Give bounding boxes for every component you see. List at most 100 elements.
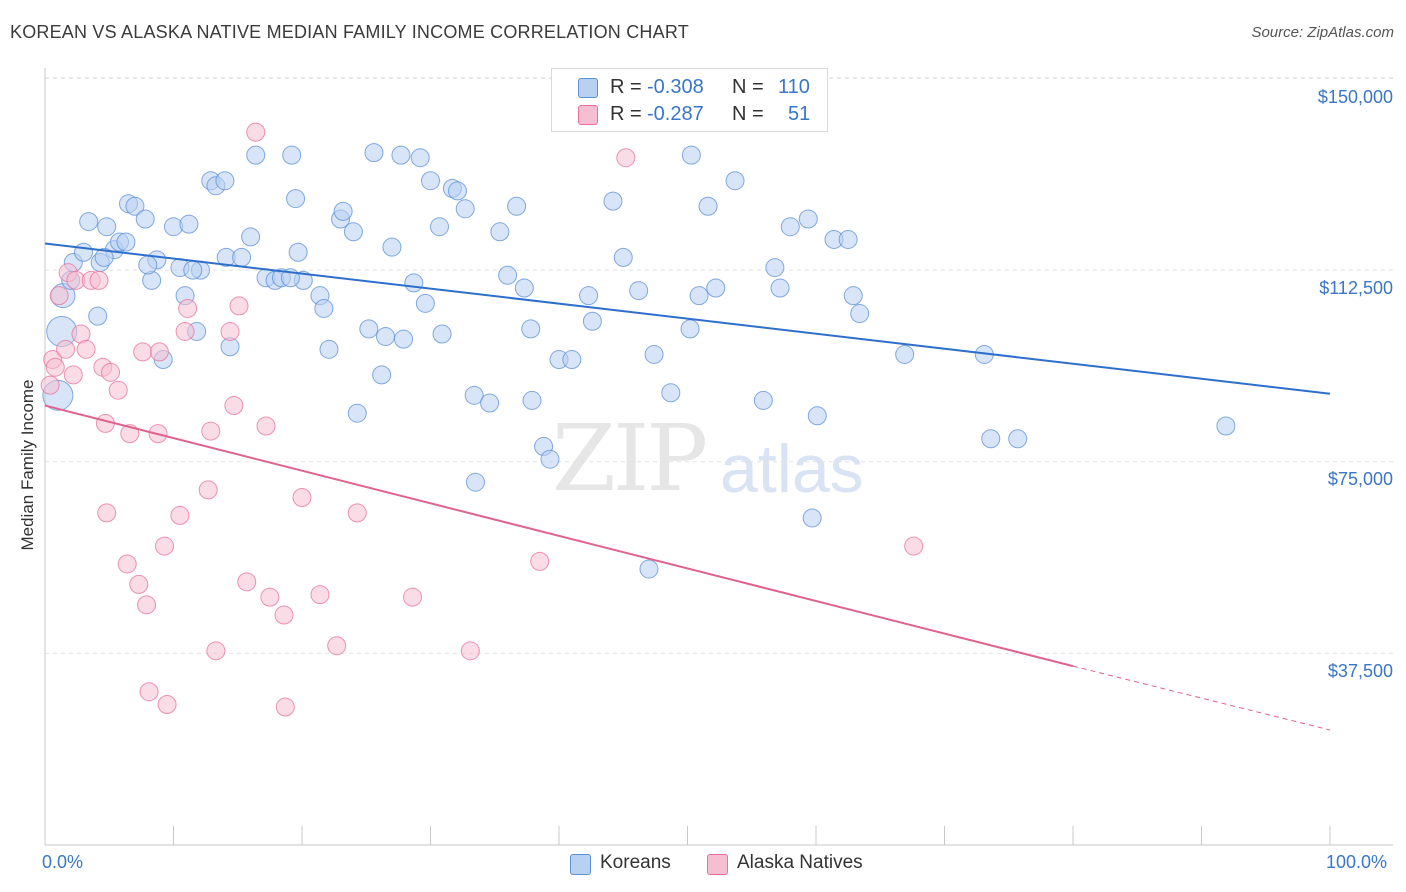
korean-point bbox=[88, 306, 108, 326]
korean-point bbox=[314, 298, 334, 318]
alaska-point bbox=[133, 342, 153, 362]
alaska-point bbox=[175, 321, 195, 341]
korean-point bbox=[415, 293, 435, 313]
korean-point bbox=[464, 385, 484, 405]
alaska-swatch bbox=[707, 854, 728, 875]
legend-row-alaska: R = -0.287 N = 51 bbox=[552, 101, 827, 127]
korean-point bbox=[780, 217, 800, 237]
alaska-point bbox=[201, 421, 221, 441]
r-value: -0.308 bbox=[647, 76, 704, 98]
korean-point bbox=[394, 329, 414, 349]
korean-point bbox=[286, 189, 306, 209]
korean-point bbox=[798, 209, 818, 229]
alaska-point bbox=[904, 536, 924, 556]
korean-point bbox=[689, 286, 709, 306]
korean-point bbox=[521, 319, 541, 339]
alaska-point bbox=[97, 503, 117, 523]
chart-title: KOREAN VS ALASKA NATIVE MEDIAN FAMILY IN… bbox=[10, 22, 689, 42]
korean-point bbox=[540, 449, 560, 469]
r-label: R = bbox=[610, 76, 642, 98]
alaska-point bbox=[327, 636, 347, 656]
x-tick-label: 0.0% bbox=[42, 852, 84, 872]
n-value: 51 bbox=[788, 103, 811, 125]
korean-point bbox=[753, 390, 773, 410]
korean-point bbox=[364, 143, 384, 163]
alaska-point bbox=[237, 572, 257, 592]
y-axis-label: Median Family Income bbox=[18, 379, 37, 551]
korean-point bbox=[465, 472, 485, 492]
korean-point bbox=[404, 273, 424, 293]
korean-point bbox=[179, 214, 199, 234]
alaska-point bbox=[275, 697, 295, 717]
alaska-point bbox=[260, 587, 280, 607]
korean-trendline bbox=[44, 242, 1331, 395]
korean-point bbox=[421, 171, 440, 191]
korean-point bbox=[498, 265, 518, 285]
alaska-point bbox=[206, 641, 226, 661]
korean-point bbox=[447, 181, 467, 201]
alaska-point bbox=[89, 270, 109, 290]
alaska-trendline bbox=[44, 404, 1074, 668]
korean-point bbox=[850, 304, 870, 324]
korean-point bbox=[680, 319, 700, 339]
korean-point bbox=[1008, 429, 1028, 449]
korean-point bbox=[391, 145, 411, 165]
alaska-swatch bbox=[578, 105, 598, 125]
korean-point bbox=[706, 278, 726, 298]
korean-point bbox=[376, 327, 396, 347]
alaska-point bbox=[616, 148, 636, 168]
korean-point bbox=[639, 559, 659, 579]
korean-point bbox=[644, 344, 664, 364]
korean-point bbox=[681, 145, 701, 165]
alaska-point bbox=[129, 574, 149, 594]
korean-point bbox=[725, 171, 745, 191]
alaska-point bbox=[139, 682, 159, 702]
korean-point bbox=[79, 212, 99, 232]
korean-swatch bbox=[570, 854, 591, 875]
korean-point bbox=[183, 260, 203, 280]
alaska-point bbox=[63, 365, 83, 385]
alaska-point bbox=[76, 339, 96, 359]
alaska-point bbox=[137, 595, 157, 615]
alaska-point bbox=[56, 339, 76, 359]
alaska-trendline-extension bbox=[1072, 665, 1331, 731]
alaska-point bbox=[347, 503, 367, 523]
korean-point bbox=[347, 403, 367, 423]
korean-point bbox=[432, 324, 452, 344]
korean-point bbox=[895, 344, 915, 364]
alaska-point bbox=[45, 357, 65, 377]
korean-point bbox=[372, 365, 392, 385]
korean-point bbox=[562, 350, 582, 370]
legend-label: Alaska Natives bbox=[737, 852, 863, 873]
alaska-point bbox=[49, 286, 69, 306]
y-tick-label: $37,500 bbox=[1327, 661, 1393, 681]
korean-point bbox=[514, 278, 534, 298]
korean-point bbox=[288, 242, 308, 262]
korean-point bbox=[765, 258, 785, 278]
alaska-point bbox=[224, 396, 244, 416]
korean-point bbox=[382, 237, 402, 257]
korean-point bbox=[579, 286, 599, 306]
korean-point bbox=[770, 278, 790, 298]
alaska-point bbox=[274, 605, 294, 625]
alaska-point bbox=[220, 321, 240, 341]
korean-swatch bbox=[578, 78, 598, 98]
source-label: Source: ZipAtlas.com bbox=[1251, 24, 1394, 41]
watermark-atlas: atlas bbox=[720, 431, 864, 507]
r-label: R = bbox=[610, 103, 642, 125]
alaska-point bbox=[198, 480, 218, 500]
alaska-point bbox=[403, 587, 423, 607]
alaska-point bbox=[178, 298, 198, 318]
korean-point bbox=[843, 286, 863, 306]
korean-point bbox=[343, 222, 363, 242]
korean-point bbox=[490, 222, 510, 242]
korean-point bbox=[232, 247, 252, 267]
korean-point bbox=[613, 247, 633, 267]
korean-point bbox=[359, 319, 379, 339]
korean-point bbox=[480, 393, 500, 413]
legend-row-korean: R = -0.308 N = 110 bbox=[552, 74, 827, 100]
y-tick-label: $112,500 bbox=[1319, 278, 1393, 298]
alaska-point bbox=[149, 342, 169, 362]
alaska-point bbox=[246, 122, 266, 142]
korean-point bbox=[582, 311, 602, 331]
